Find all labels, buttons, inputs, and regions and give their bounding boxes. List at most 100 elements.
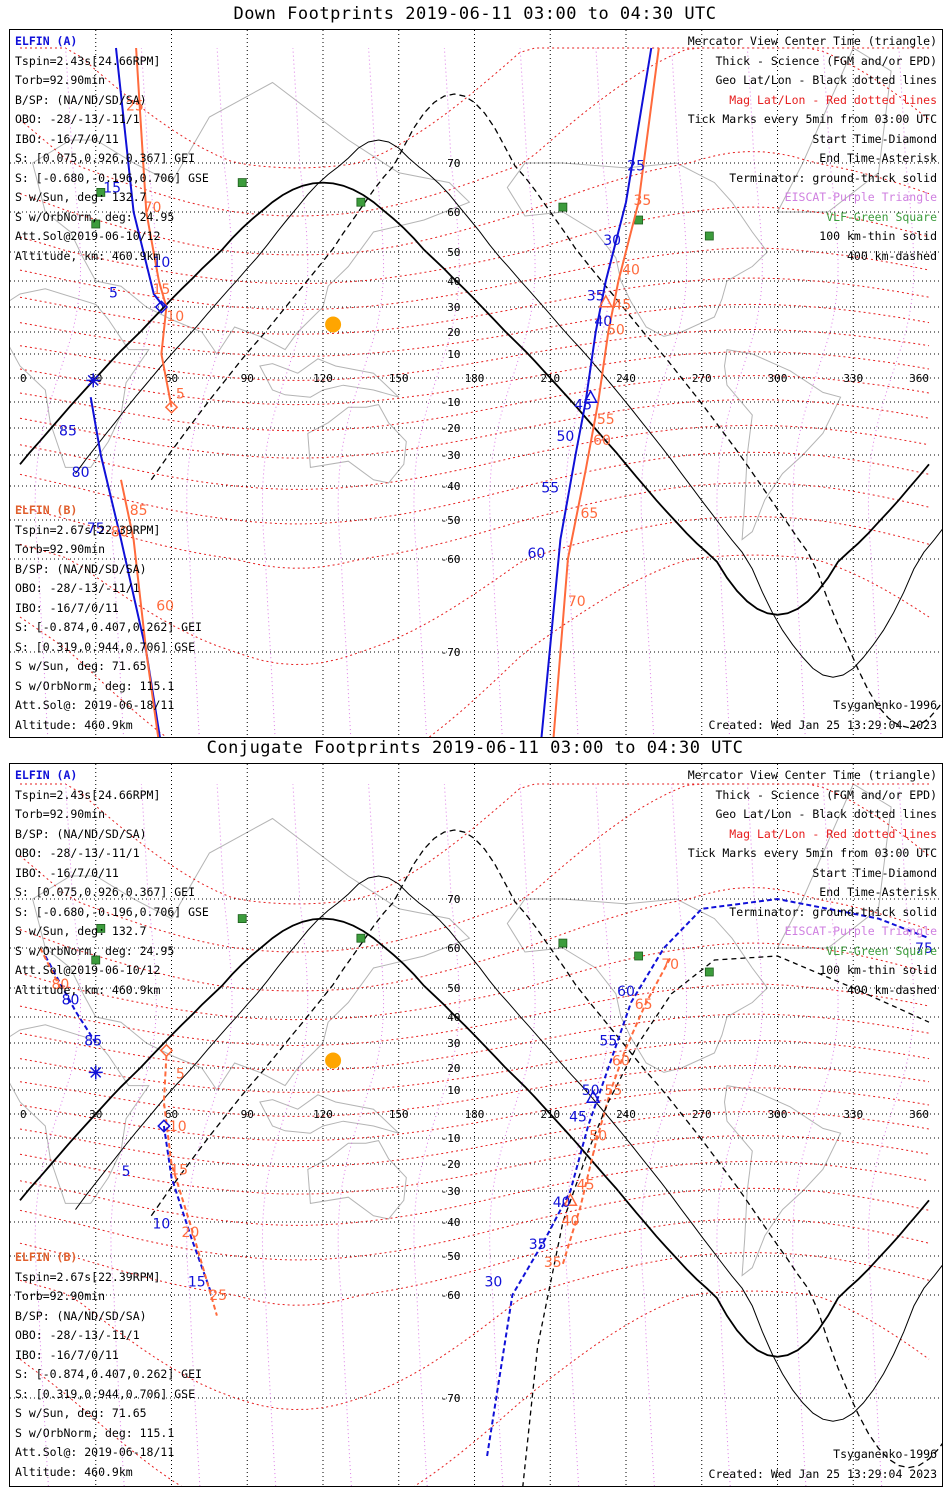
- lat-tick-label: 20: [447, 326, 460, 339]
- elfin-b-altitude: Altitude: 460.9km: [15, 717, 133, 732]
- terminator-lines: [19, 93, 942, 729]
- elfin-b-tick-label: 65: [580, 506, 598, 522]
- elfin-a-tick-label: 80: [62, 993, 80, 1009]
- elfin-a-end-asterisk: [88, 1065, 103, 1080]
- mag-parallel: [19, 887, 930, 992]
- coastline: [723, 1085, 842, 1277]
- coastline: [10, 288, 150, 468]
- elfin-b-torb: Torb=92.90min: [15, 542, 106, 556]
- lon-tick-label: 150: [389, 372, 409, 385]
- legend-end-time: End Time-Asterisk: [819, 885, 937, 899]
- mag-parallel: [19, 1290, 930, 1486]
- elfin-b-track: [561, 955, 673, 1265]
- footprint-map: 0 30 60 90 120 150 180 210 240 270 300 330 360 70 60 50…: [10, 764, 942, 1486]
- elfin-b-tick-label: 15: [152, 282, 170, 298]
- elfin-b-spin-gei: S: [-0.874,0.407,0.262] GEI: [15, 620, 202, 634]
- map-layers: 0 30 60 90 120 150 180 210 240 270 300 330 360 70 60 50…: [10, 30, 942, 737]
- legend-100km: 100 km-thin solid: [819, 229, 937, 243]
- elfin-a-tick-label: 15: [188, 1274, 206, 1290]
- mag-parallel: [19, 206, 930, 285]
- sun-marker: [325, 316, 342, 333]
- lon-tick-label: 180: [465, 372, 485, 385]
- mag-parallel: [19, 1013, 930, 1071]
- elfin-a-orbnorm-angle: S w/OrbNorm, deg: 24.95: [15, 943, 175, 958]
- vlf-square: [634, 215, 644, 225]
- mag-parallel: [19, 151, 930, 256]
- mag-parallel: [19, 942, 930, 1021]
- elfin-b-tspin: Tspin=2.67s[22.39RPM]: [15, 1269, 161, 1284]
- elfin-b-ibo: IBO: -16/7/0/11: [15, 600, 119, 615]
- elfin-a-tick-label: 55: [599, 1033, 617, 1049]
- legend-mag-grid: Mag Lat/Lon - Red dotted lines: [729, 826, 937, 841]
- geo-grid: [10, 764, 942, 1486]
- lon-tick-label: 120: [313, 1108, 333, 1121]
- elfin-a-sun-angle: S w/Sun, deg: 132.7: [15, 190, 147, 204]
- elfin-a-center-triangle: [583, 389, 598, 403]
- elfin-b-bsp: B/SP: (NA/ND/SD/SA): [15, 1308, 147, 1323]
- lon-tick-label: 300: [768, 1108, 788, 1121]
- elfin-b-center-triangle: [598, 294, 614, 308]
- elfin-b-orbnorm-angle: S w/OrbNorm, deg: 115.1: [15, 1425, 175, 1440]
- elfin-b-center-triangle: [563, 1192, 578, 1207]
- elfin-b-sun-angle: S w/Sun, deg: 71.65: [15, 659, 147, 673]
- mag-parallel: [20, 47, 929, 169]
- coastline: [307, 404, 407, 484]
- elfin-b-start-diamond: [164, 400, 179, 414]
- lon-tick-label: 60: [165, 372, 178, 385]
- elfin-b-tick-label: 50: [589, 1129, 607, 1145]
- field-model: Tsyganenko-1996: [833, 1447, 937, 1461]
- elfin-b-attsol: Att.Sol@: 2019-06-18/11: [15, 1445, 175, 1459]
- coastline: [32, 81, 471, 355]
- elfin-a-info: ELFIN (A) Tspin=2.43s[24.66RPM] Torb=92.…: [15, 32, 209, 266]
- lon-tick-label: 240: [616, 1108, 636, 1121]
- mag-meridian: [261, 47, 309, 737]
- coastline: [259, 358, 400, 398]
- terminator-100km: [75, 139, 942, 678]
- map-frame: 0 30 60 90 120 150 180 210 240 270 300 330 360 70 60 50…: [9, 29, 943, 738]
- elfin-a-ibo: IBO: -16/7/0/11: [15, 865, 119, 880]
- elfin-b-tick-label: 80: [111, 525, 129, 541]
- geo-grid: [10, 30, 942, 737]
- elfin-a-bsp: B/SP: (NA/ND/SD/SA): [15, 92, 147, 107]
- lon-tick-label: 330: [843, 372, 863, 385]
- lon-tick-label: 30: [89, 1108, 102, 1121]
- elfin-b-tick-label: 20: [182, 1225, 200, 1241]
- elfin-b-tick-label: 25: [126, 99, 144, 115]
- mag-meridian: [337, 783, 385, 1486]
- elfin-a-attsol: Att.Sol@2019-06-10/12: [15, 229, 161, 243]
- elfin-b-track: [120, 479, 160, 737]
- elfin-b-altitude: Altitude: 460.9km: [15, 1464, 133, 1479]
- mag-parallel: [19, 399, 930, 459]
- elfin-b-tick-label: 60: [612, 1054, 630, 1070]
- elfin-b-tick-label: 45: [577, 1177, 595, 1193]
- legend-science: Thick - Science (FGM and/or EPD): [715, 787, 937, 802]
- lat-tick-label: -70: [441, 1392, 461, 1405]
- elfin-b-tick-label: 70: [568, 594, 586, 610]
- lat-tick-label: 70: [447, 893, 460, 906]
- lat-tick-label: 30: [447, 301, 460, 314]
- elfin-a-ibo: IBO: -16/7/0/11: [15, 131, 119, 146]
- lat-tick-label: 40: [447, 275, 460, 288]
- map-footer: Tsyganenko-1996 Created: Wed Jan 25 13:2…: [709, 696, 937, 735]
- elfin-b-track: [135, 47, 173, 408]
- elfin-a-start-diamond: [154, 300, 169, 314]
- legend-end-time: End Time-Asterisk: [819, 151, 937, 165]
- coastline: [506, 898, 769, 1073]
- elfin-a-tick-label: 55: [541, 481, 559, 497]
- elfin-a-tick-label: 50: [582, 1083, 600, 1099]
- terminator-400km-extra: [522, 955, 930, 1486]
- elfin-a-track: [540, 47, 653, 737]
- legend-start-time: Start Time-Diamond: [812, 131, 937, 146]
- terminator-lines: [19, 829, 942, 1469]
- elfin-a-tick-label: 45: [574, 398, 592, 414]
- elfin-b-tick-label: 70: [144, 200, 162, 216]
- elfin-b-tick-label: 10: [166, 309, 184, 325]
- elfin-a-tick-label: 35: [529, 1237, 547, 1253]
- coastline: [10, 1024, 150, 1204]
- panel-title: Down Footprints 2019-06-11 03:00 to 04:3…: [233, 4, 717, 24]
- vlf-square: [237, 914, 247, 924]
- legend-start-time: Start Time-Diamond: [812, 865, 937, 880]
- lon-tick-label: 90: [241, 1108, 254, 1121]
- coastline: [307, 1140, 407, 1220]
